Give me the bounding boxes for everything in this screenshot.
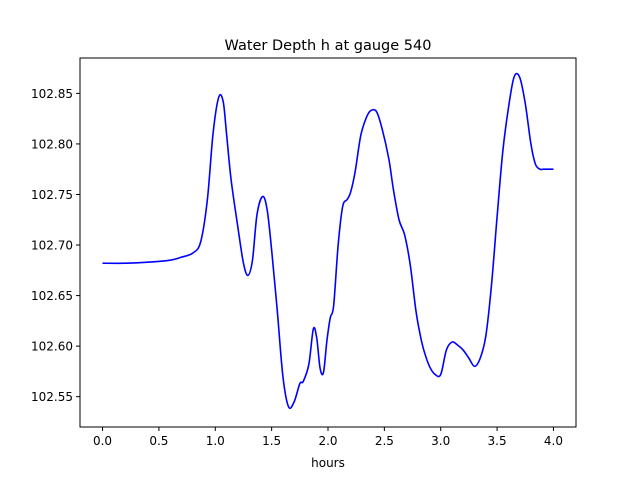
x-tick-label: 0.0 xyxy=(93,434,112,448)
x-tick-label: 2.5 xyxy=(375,434,394,448)
y-tick-label: 102.80 xyxy=(31,137,73,151)
y-tick-label: 102.65 xyxy=(31,289,73,303)
x-axis-label: hours xyxy=(311,456,345,470)
y-tick-label: 102.60 xyxy=(31,340,73,354)
y-tick-label: 102.85 xyxy=(31,87,73,101)
y-axis: 102.55 102.60 102.65 102.70 102.75 102.80 102.… xyxy=(31,87,80,404)
x-tick-label: 1.0 xyxy=(206,434,225,448)
series-layer xyxy=(102,72,554,410)
x-tick-label: 2.0 xyxy=(318,434,337,448)
y-tick-label: 102.55 xyxy=(31,390,73,404)
x-tick-label: 0.5 xyxy=(149,434,168,448)
y-tick-label: 102.75 xyxy=(31,188,73,202)
y-tick-label: 102.70 xyxy=(31,239,73,253)
series-line-0 xyxy=(102,72,554,410)
plot-frame xyxy=(79,57,577,428)
x-tick-label: 3.5 xyxy=(488,434,507,448)
x-axis: 0.0 0.5 1.0 1.5 2.0 2.5 3.0 3.5 4.0 xyxy=(93,427,563,448)
x-tick-label: 4.0 xyxy=(544,434,563,448)
x-tick-label: 1.5 xyxy=(262,434,281,448)
chart-title: Water Depth h at gauge 540 xyxy=(225,38,432,54)
x-tick-label: 3.0 xyxy=(431,434,450,448)
